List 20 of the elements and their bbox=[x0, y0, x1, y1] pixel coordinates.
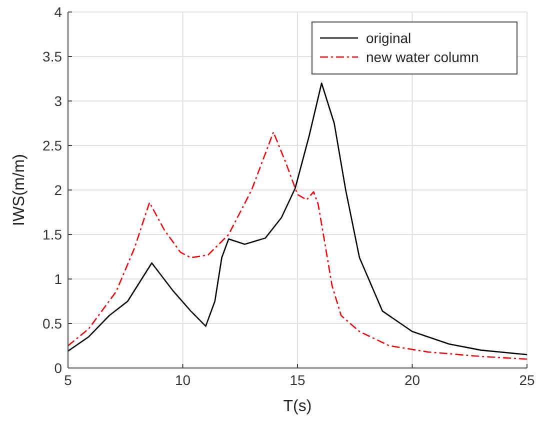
legend-label: original bbox=[366, 30, 412, 46]
x-tick-label: 15 bbox=[290, 372, 306, 388]
x-tick-label: 10 bbox=[174, 372, 191, 388]
y-axis-title: IWS(m/m) bbox=[11, 154, 28, 226]
y-tick-label: 1 bbox=[54, 271, 62, 287]
legend-label: new water column bbox=[366, 49, 479, 65]
y-tick-label: 3 bbox=[54, 93, 62, 109]
y-tick-label: 0.5 bbox=[42, 316, 62, 332]
y-tick-label: 3.5 bbox=[42, 48, 62, 64]
y-tick-label: 2 bbox=[54, 182, 62, 198]
x-axis-title: T(s) bbox=[283, 398, 312, 415]
x-tick-label: 5 bbox=[64, 372, 72, 388]
x-tick-label: 20 bbox=[404, 372, 420, 388]
y-tick-label: 4 bbox=[54, 4, 62, 20]
x-tick-label: 25 bbox=[519, 372, 535, 388]
y-tick-label: 2.5 bbox=[42, 138, 62, 154]
line-series bbox=[67, 82, 528, 356]
line-series bbox=[67, 132, 528, 360]
y-tick-label: 0 bbox=[54, 360, 62, 376]
y-tick-label: 1.5 bbox=[42, 226, 62, 242]
